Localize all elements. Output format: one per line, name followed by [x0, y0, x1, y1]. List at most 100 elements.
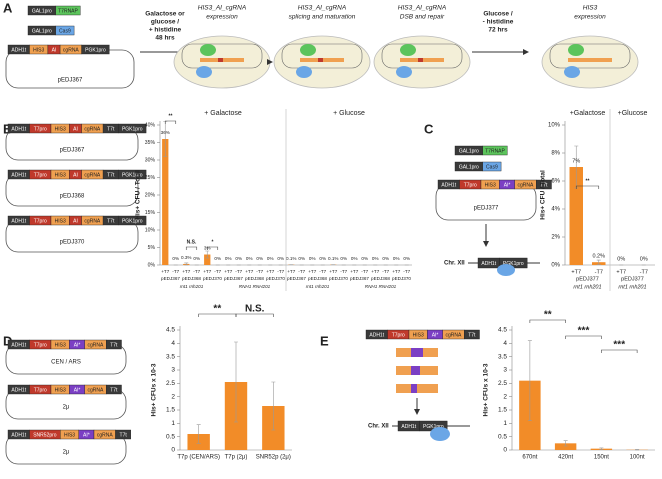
label: 0% [372, 256, 379, 261]
label: *** [613, 340, 625, 351]
label: + Glucose [333, 110, 365, 117]
label: 0 [503, 447, 507, 454]
error-bar [527, 340, 532, 421]
label: -T7 [340, 269, 347, 274]
label: +T7 [371, 269, 379, 274]
label: RNH1 RNH201 [239, 284, 271, 289]
protein [396, 66, 412, 78]
plasmid-in-cell [281, 43, 363, 69]
label: T7t [110, 342, 118, 348]
label: 1.5 [498, 407, 507, 414]
error-bar [184, 262, 189, 266]
label: 35% [145, 140, 156, 146]
label: 0% [340, 256, 347, 261]
label: glucose / [151, 19, 179, 26]
label: HIS3 [55, 218, 66, 224]
label: PGK1pro [122, 172, 143, 178]
label: -T7 [595, 269, 603, 275]
label: 4 [171, 340, 175, 347]
label: 2μ [63, 450, 70, 456]
cassette-part [105, 339, 122, 350]
plasmid-in-cell [549, 43, 631, 69]
label: T7t [540, 182, 548, 188]
label: HIS3 [55, 172, 66, 178]
label: 72 hrs [488, 27, 508, 34]
label: 1 [171, 420, 175, 427]
label: -T7 [361, 269, 368, 274]
label: ADH1t [11, 172, 26, 178]
label: A [3, 0, 13, 15]
label: 0% [551, 263, 560, 269]
significance-bracket [206, 246, 219, 250]
label: 0% [351, 256, 358, 261]
label: pEDJ367 [224, 276, 243, 281]
label: cgRNA [518, 182, 535, 188]
significance-bracket [235, 313, 274, 317]
protein [196, 66, 212, 78]
cassette-part [115, 429, 132, 440]
plasmid-backbone [435, 183, 537, 221]
label: 0% [277, 256, 284, 261]
label: *** [578, 326, 590, 337]
label: AI* [74, 387, 81, 393]
label: 48 hrs [155, 35, 175, 42]
label: 3 [503, 367, 507, 374]
label: cgRNA [446, 332, 463, 338]
label: pEDJ370 [392, 276, 411, 281]
label: -T7 [298, 269, 305, 274]
protein [200, 44, 216, 56]
label: 36% [161, 130, 170, 135]
label: PGK1pro [85, 47, 106, 53]
label: 0% [393, 256, 400, 261]
label: T7t [107, 126, 115, 132]
label: AI* [74, 342, 81, 348]
label: + Galactose [204, 110, 242, 117]
label: 420nt [558, 455, 573, 461]
label: T7t [107, 172, 115, 178]
label: 0.1% [328, 256, 338, 261]
label: pEDJ377 [576, 276, 599, 282]
label: T7p (2μ) [225, 455, 248, 461]
label: 2.5 [166, 380, 175, 387]
label: T7pro [34, 218, 47, 224]
label: 2.5 [498, 380, 507, 387]
label: 0% [617, 256, 625, 262]
error-bar [271, 381, 276, 431]
label: 30% [145, 157, 156, 163]
label: ADH1t [441, 182, 456, 188]
label: 3 [171, 367, 175, 374]
label: T7pro [34, 342, 47, 348]
label: pEDJ367 [287, 276, 306, 281]
label: SNR52pro [33, 432, 57, 438]
label: rnt1 rnh201 [306, 284, 330, 289]
label: AI* [432, 332, 439, 338]
label: 15% [145, 210, 156, 216]
label: 0.3% [181, 255, 191, 260]
label: B [3, 121, 12, 136]
protein [300, 44, 316, 56]
label: pEDJ368 [308, 276, 327, 281]
label: 670nt [522, 455, 537, 461]
label: RNH1 RNH201 [365, 284, 397, 289]
label: 2μ [63, 405, 70, 411]
label: T7t [107, 218, 115, 224]
label: pEDJ377 [474, 206, 499, 212]
label: 0% [214, 256, 221, 261]
label: 2 [503, 393, 507, 400]
label: +T7 [329, 269, 337, 274]
label: 4.5 [498, 327, 507, 334]
label: * [212, 239, 214, 245]
label: Galactose or [145, 11, 185, 18]
label: HIS3 [485, 182, 496, 188]
label: ADH1t [369, 332, 384, 338]
label: cgRNA [63, 47, 80, 53]
label: - histidine [483, 19, 514, 26]
label: pEDJ368 [245, 276, 264, 281]
label: 0% [246, 256, 253, 261]
label: expression [574, 14, 606, 21]
label: His+ CFUs x 10-3 [151, 363, 158, 416]
error-bar [196, 424, 201, 444]
label: pEDJ368 [182, 276, 201, 281]
label: 0% [172, 256, 179, 261]
label: ** [169, 113, 173, 119]
